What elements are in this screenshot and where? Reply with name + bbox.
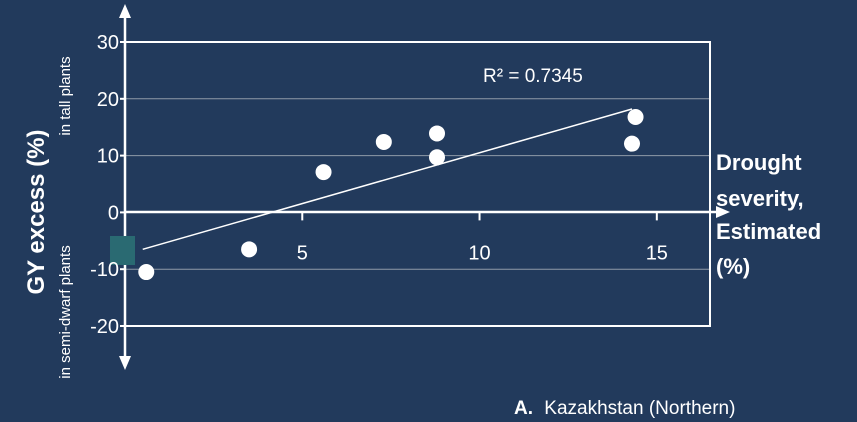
x-axis-label: Drought severity, Estimated (%) — [716, 150, 827, 279]
y-tick-label: 0 — [108, 202, 119, 224]
data-point — [241, 241, 258, 258]
data-point — [627, 108, 644, 125]
panel-label: A. Kazakhstan (Northern) — [514, 398, 735, 419]
r-squared-label: R² = 0.7345 — [483, 66, 583, 87]
legend-marker — [110, 236, 135, 265]
data-point — [375, 133, 392, 150]
panel-label-text: Kazakhstan (Northern) — [544, 398, 735, 419]
y-tick-label: -10 — [90, 259, 119, 281]
x-axis-arrowhead — [716, 206, 730, 218]
data-point — [429, 149, 445, 166]
x-axis-label-line-1: Drought — [716, 150, 802, 175]
data-point — [315, 164, 332, 181]
x-axis-label-line-4: (%) — [716, 254, 750, 279]
x-axis-label-line-2: severity, — [716, 186, 804, 211]
y-axis-arrowhead-down — [119, 356, 131, 370]
data-point — [429, 125, 445, 142]
gridlines — [125, 98, 710, 270]
trendline — [142, 108, 633, 251]
plot-area-border — [124, 41, 711, 327]
y-tick-label: 20 — [97, 89, 119, 111]
data-points — [138, 108, 644, 281]
y-axis-sublabel-bottom: in semi-dwarf plants — [57, 245, 74, 378]
y-axis-label: GY excess (%) — [23, 130, 50, 295]
x-tick-label: 10 — [468, 242, 490, 264]
x-tick-label: 15 — [646, 242, 668, 264]
data-point — [624, 135, 640, 152]
x-axis-label-line-3: Estimated — [716, 219, 821, 244]
y-axis-sublabel-top: in tall plants — [57, 56, 74, 135]
trendline-group — [142, 108, 633, 251]
y-tick-label: -20 — [90, 316, 119, 338]
panel-label-letter: A. — [514, 398, 533, 419]
tick-labels: 30 20 10 0 -10 -20 5 10 15 — [90, 32, 668, 338]
y-tick-label: 30 — [97, 32, 119, 54]
y-tick-label: 10 — [97, 146, 119, 168]
data-point — [138, 264, 155, 281]
x-tick-label: 5 — [297, 242, 308, 264]
y-axis-arrowhead-up — [119, 4, 131, 18]
